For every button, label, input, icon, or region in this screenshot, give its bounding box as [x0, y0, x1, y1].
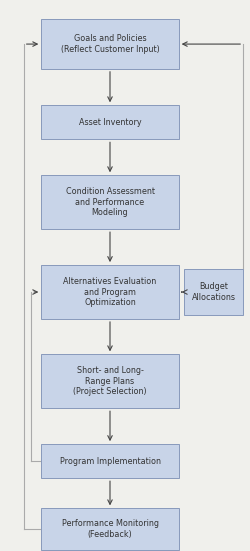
Text: Performance Monitoring
(Feedback): Performance Monitoring (Feedback): [62, 519, 158, 539]
Text: Goals and Policies
(Reflect Customer Input): Goals and Policies (Reflect Customer Inp…: [60, 34, 160, 54]
FancyBboxPatch shape: [41, 265, 179, 319]
Text: Alternatives Evaluation
and Program
Optimization: Alternatives Evaluation and Program Opti…: [64, 277, 156, 307]
FancyBboxPatch shape: [41, 508, 179, 550]
FancyBboxPatch shape: [41, 105, 179, 139]
Text: Program Implementation: Program Implementation: [60, 457, 160, 466]
Text: Asset Inventory: Asset Inventory: [79, 118, 141, 127]
Text: Short- and Long-
Range Plans
(Project Selection): Short- and Long- Range Plans (Project Se…: [73, 366, 147, 396]
FancyBboxPatch shape: [41, 175, 179, 229]
Text: Budget
Allocations: Budget Allocations: [192, 282, 236, 302]
FancyBboxPatch shape: [41, 354, 179, 408]
Text: Condition Assessment
and Performance
Modeling: Condition Assessment and Performance Mod…: [66, 187, 154, 217]
FancyBboxPatch shape: [184, 269, 243, 315]
FancyBboxPatch shape: [41, 444, 179, 478]
FancyBboxPatch shape: [41, 19, 179, 69]
